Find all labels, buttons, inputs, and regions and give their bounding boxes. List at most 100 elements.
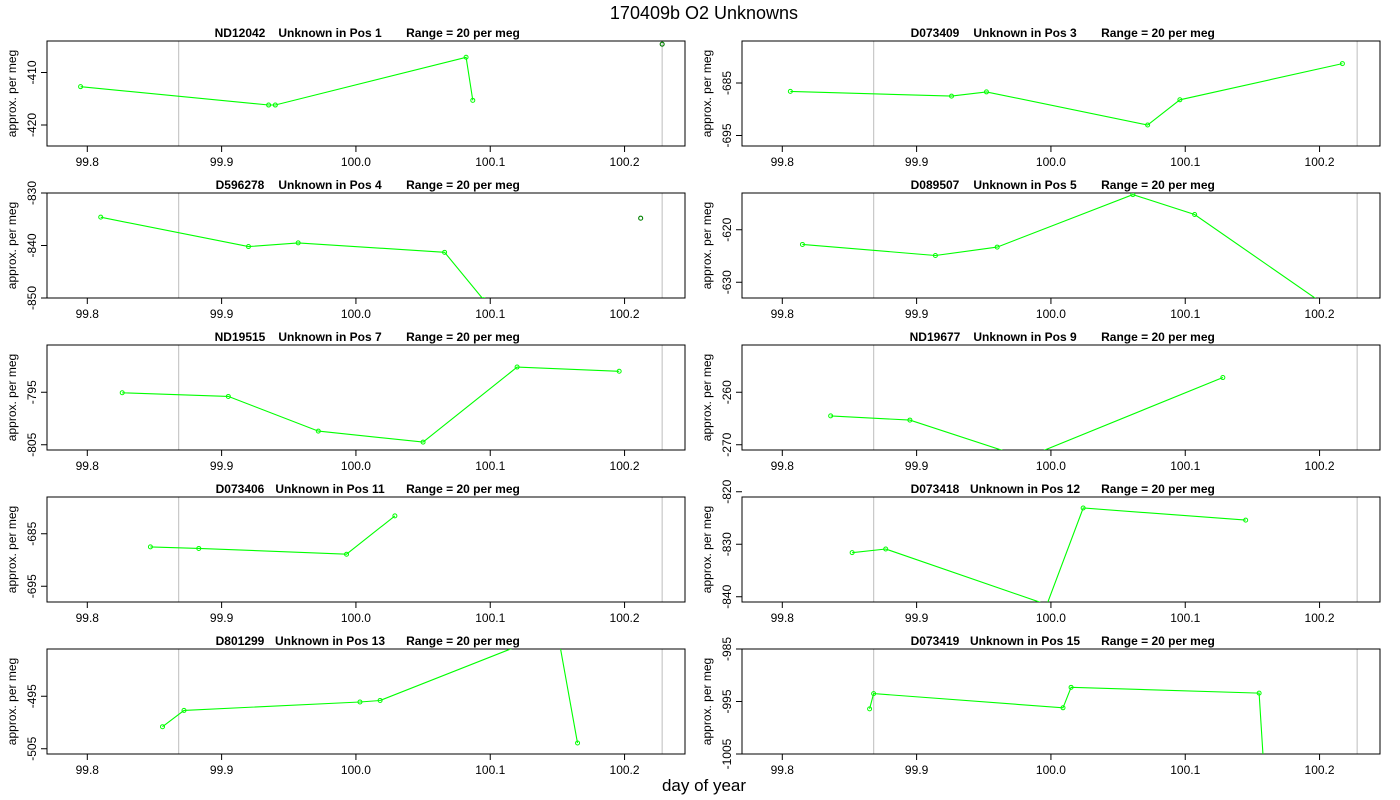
y-tick-label: -1005 (720, 738, 734, 769)
data-point (266, 102, 272, 108)
panel-range: Range = 20 per meg (1101, 482, 1215, 496)
x-tick-label: 99.8 (76, 459, 100, 473)
data-point (377, 697, 383, 703)
data-point (787, 88, 793, 94)
panel-range: Range = 20 per meg (406, 634, 520, 648)
x-tick-label: 100.1 (475, 307, 505, 321)
x-tick-label: 100.0 (1036, 307, 1066, 321)
y-axis-label: approx. per meg (700, 506, 714, 593)
y-axis-label: approx. per meg (700, 658, 714, 745)
data-point (160, 724, 166, 730)
x-tick-label: 100.0 (341, 611, 371, 625)
panel-sample-id: D073406 (216, 482, 265, 496)
data-point (196, 545, 202, 551)
x-tick-label: 100.0 (1036, 155, 1066, 169)
y-axis-label: approx. per meg (5, 506, 19, 593)
y-tick-label: -630 (720, 270, 734, 294)
chart-title: 170409b O2 Unknowns (610, 3, 798, 23)
data-point (1339, 61, 1345, 67)
y-axis-label: approx. per meg (700, 50, 714, 137)
x-tick-label: 100.2 (610, 155, 640, 169)
data-point (828, 413, 834, 419)
data-point (147, 544, 153, 550)
data-point (344, 551, 350, 557)
panel-position: Unknown in Pos 12 (970, 482, 1080, 496)
series-group (119, 364, 622, 445)
x-tick-label: 100.1 (1170, 763, 1200, 777)
x-tick-label: 99.8 (76, 763, 100, 777)
panel-position: Unknown in Pos 3 (973, 26, 1077, 40)
y-axis-label: approx. per meg (700, 202, 714, 289)
panel-range: Range = 20 per meg (406, 482, 520, 496)
x-tick-label: 100.2 (610, 459, 640, 473)
x-tick-label: 99.9 (905, 307, 929, 321)
panel-nd12042: ND12042 Unknown in Pos 1 Range = 20 per me… (5, 26, 686, 169)
x-tick-label: 100.2 (1305, 763, 1335, 777)
x-tick-label: 100.2 (1305, 155, 1335, 169)
panels-group: ND12042 Unknown in Pos 1 Range = 20 per me… (5, 26, 1381, 777)
x-tick-label: 100.0 (341, 307, 371, 321)
data-point (1220, 375, 1226, 381)
data-point (1243, 517, 1249, 523)
x-tick-label: 100.0 (341, 763, 371, 777)
x-tick-label: 100.2 (610, 307, 640, 321)
x-tick-label: 99.8 (771, 155, 795, 169)
panel-range: Range = 20 per meg (1101, 178, 1215, 192)
x-tick-label: 100.0 (1036, 611, 1066, 625)
data-point (1060, 705, 1066, 711)
panel-d801299: D801299 Unknown in Pos 13 Range = 20 per m… (5, 634, 686, 777)
y-tick-label: -685 (25, 521, 39, 545)
panel-d073409: D073409 Unknown in Pos 3 Range = 20 per me… (700, 26, 1381, 169)
plot-frame (46, 648, 686, 755)
panel-d089507: D089507 Unknown in Pos 5 Range = 20 per me… (700, 178, 1381, 321)
data-point (225, 393, 231, 399)
y-tick-label: -850 (25, 286, 39, 310)
x-tick-label: 99.9 (210, 611, 234, 625)
x-tick-label: 99.9 (210, 155, 234, 169)
panel-sample-id: D073409 (911, 26, 960, 40)
y-tick-label: -685 (720, 71, 734, 95)
y-axis-label: approx. per meg (5, 354, 19, 441)
x-tick-label: 99.9 (210, 763, 234, 777)
data-point (1145, 122, 1151, 128)
y-tick-label: -995 (720, 689, 734, 713)
panel-sample-id: ND19515 (215, 330, 266, 344)
series-group (147, 513, 398, 557)
x-tick-label: 99.8 (76, 611, 100, 625)
x-tick-label: 99.8 (76, 307, 100, 321)
panel-sample-id: D073418 (911, 482, 960, 496)
series-group (799, 193, 1316, 298)
series-group (787, 61, 1345, 128)
y-tick-label: -830 (720, 532, 734, 556)
panel-d073419: D073419 Unknown in Pos 15 Range = 20 per m… (700, 634, 1381, 777)
series-line (162, 649, 579, 744)
x-tick-label: 100.0 (1036, 763, 1066, 777)
plot-frame (46, 192, 686, 299)
series-line (100, 216, 483, 298)
data-point (181, 707, 187, 713)
y-tick-label: -495 (25, 684, 39, 708)
y-tick-label: -260 (720, 380, 734, 404)
x-tick-label: 100.2 (610, 763, 640, 777)
outlier-point (659, 41, 665, 47)
y-tick-label: -805 (25, 432, 39, 456)
panel-position: Unknown in Pos 1 (278, 26, 382, 40)
x-tick-label: 100.1 (1170, 307, 1200, 321)
y-tick-label: -985 (720, 637, 734, 661)
data-point (558, 644, 562, 648)
series-line (830, 376, 1224, 450)
x-tick-label: 99.8 (771, 611, 795, 625)
series-group (849, 505, 1249, 607)
x-tick-label: 99.8 (76, 155, 100, 169)
y-tick-label: -695 (720, 123, 734, 147)
panel-sample-id: D596278 (216, 178, 265, 192)
panel-position: Unknown in Pos 13 (275, 634, 385, 648)
x-tick-label: 100.0 (341, 459, 371, 473)
data-point (1045, 603, 1049, 607)
data-point (463, 54, 469, 60)
data-point (392, 513, 398, 519)
panel-position: Unknown in Pos 15 (970, 634, 1080, 648)
panel-sample-id: D801299 (216, 634, 265, 648)
